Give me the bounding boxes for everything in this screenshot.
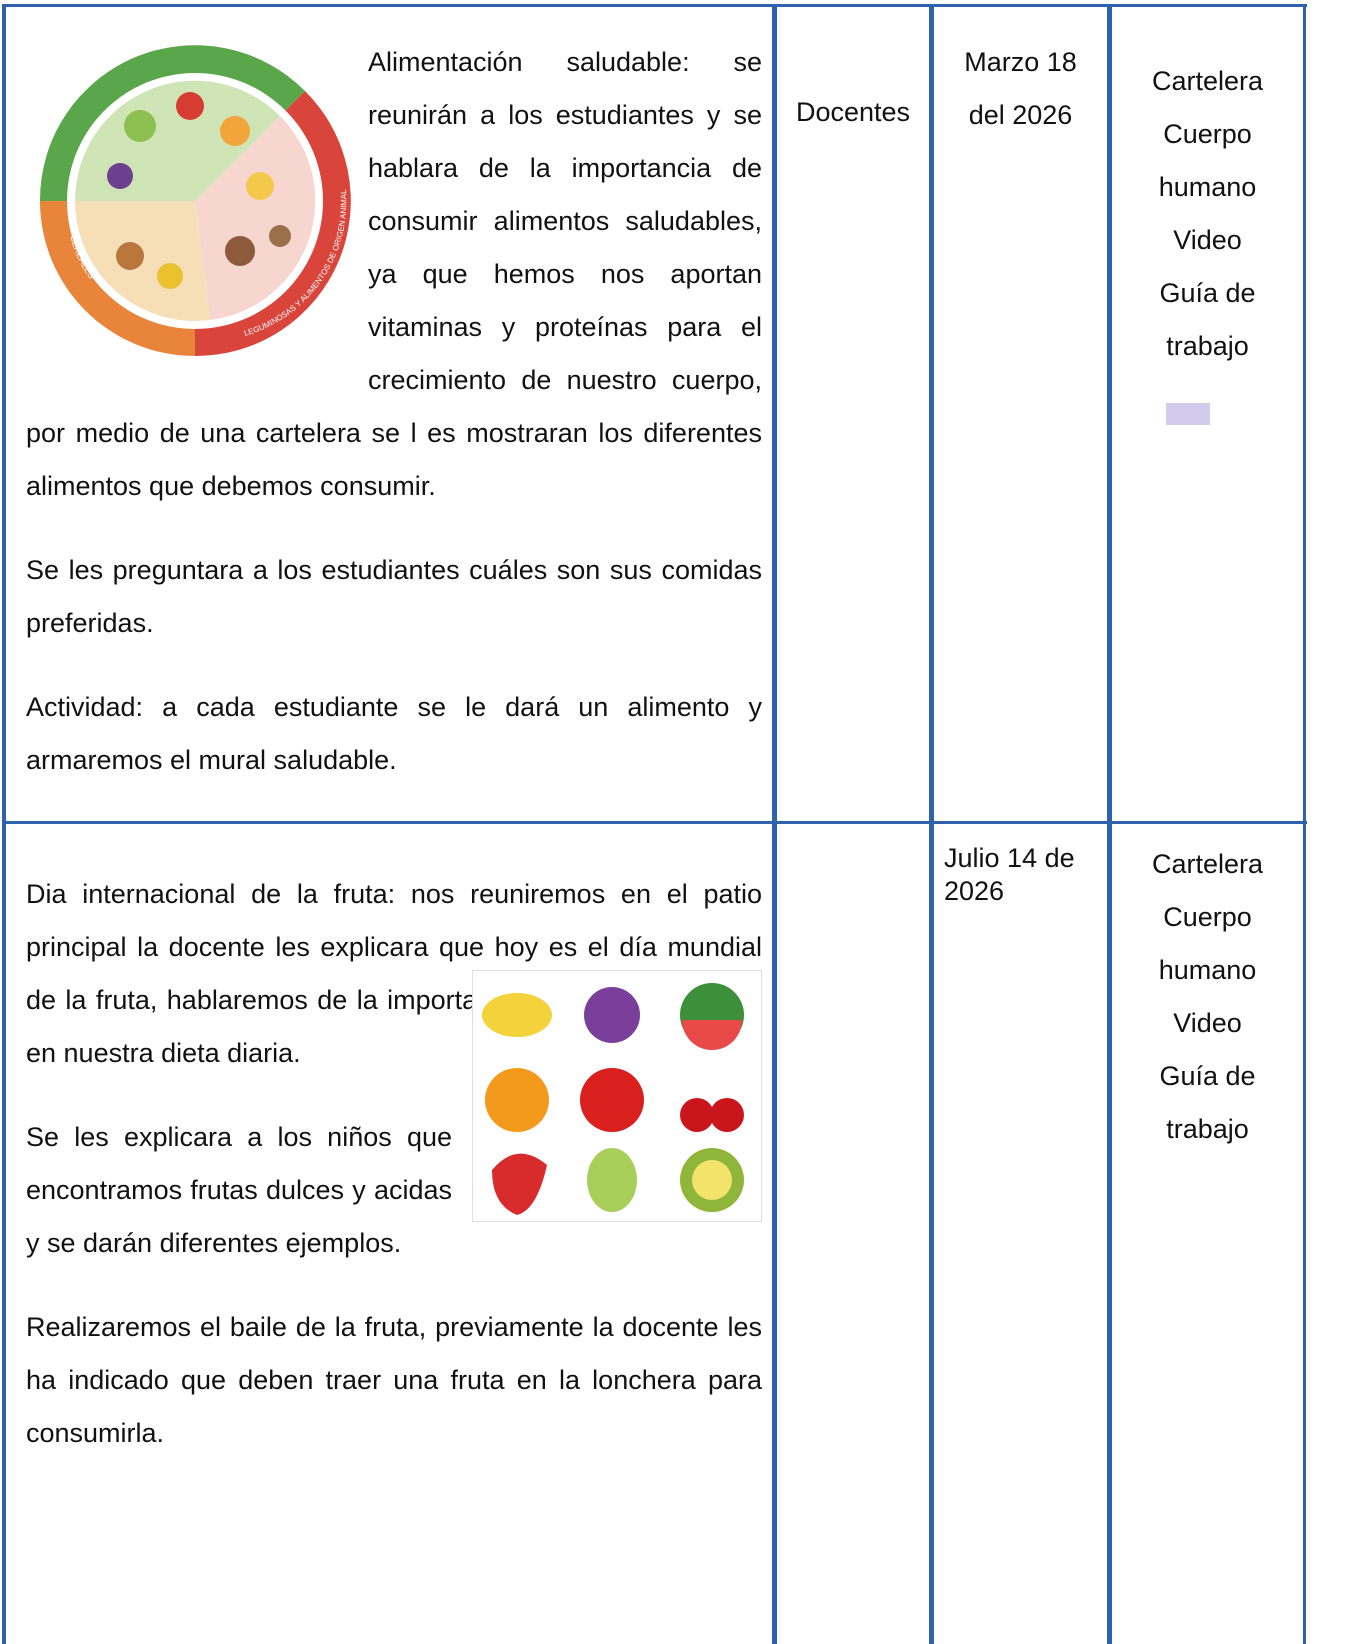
date-cell: Marzo 18 del 2026 [934, 36, 1107, 142]
resource: Cuerpo humano [1158, 902, 1257, 985]
paragraph: Alimentación saludable: se reunirán a lo… [26, 47, 762, 501]
border [929, 4, 934, 1644]
border [1107, 4, 1112, 1644]
activity-cell: Dia internacional de la fruta: nos reuni… [26, 868, 762, 1491]
border [1303, 4, 1306, 1644]
border [772, 4, 777, 1644]
resources-cell: Cartelera Cuerpo humano Video Guía de tr… [1112, 55, 1303, 425]
border [2, 821, 1307, 824]
resource: Guía de trabajo [1159, 278, 1256, 361]
resource: Cartelera [1151, 66, 1264, 96]
resources-cell: Cartelera Cuerpo humano Video Guía de tr… [1112, 838, 1303, 1156]
resource: Cuerpo humano [1158, 119, 1257, 202]
fruits-image [472, 970, 762, 1222]
activity-cell: VERDURAS Y FRUTAS CEREALES LEGUMINOSAS Y… [26, 36, 762, 818]
date: Marzo 18 del 2026 [964, 47, 1077, 130]
paragraph: Actividad: a cada estudiante se le dará … [26, 692, 762, 775]
resource: Video [1173, 225, 1242, 255]
resource: Cartelera [1151, 849, 1264, 879]
border [2, 4, 6, 1644]
paragraph: Realizaremos el baile de la fruta, previ… [26, 1312, 762, 1448]
responsible-cell: Docentes [777, 86, 929, 139]
resource: Guía de trabajo [1159, 1061, 1256, 1144]
responsible: Docentes [795, 97, 911, 127]
date-cell: Julio 14 de 2026 [944, 842, 1094, 908]
paragraph: Se les preguntara a los estudiantes cuál… [26, 555, 762, 638]
paragraph: Se les explicara a los niños que encontr… [26, 1122, 452, 1258]
resource: Video [1173, 1008, 1242, 1038]
date: Julio 14 de 2026 [944, 843, 1075, 906]
food-plate-image: VERDURAS Y FRUTAS CEREALES LEGUMINOSAS Y… [39, 45, 351, 357]
border [2, 4, 1307, 7]
color-swatch [1166, 403, 1210, 425]
